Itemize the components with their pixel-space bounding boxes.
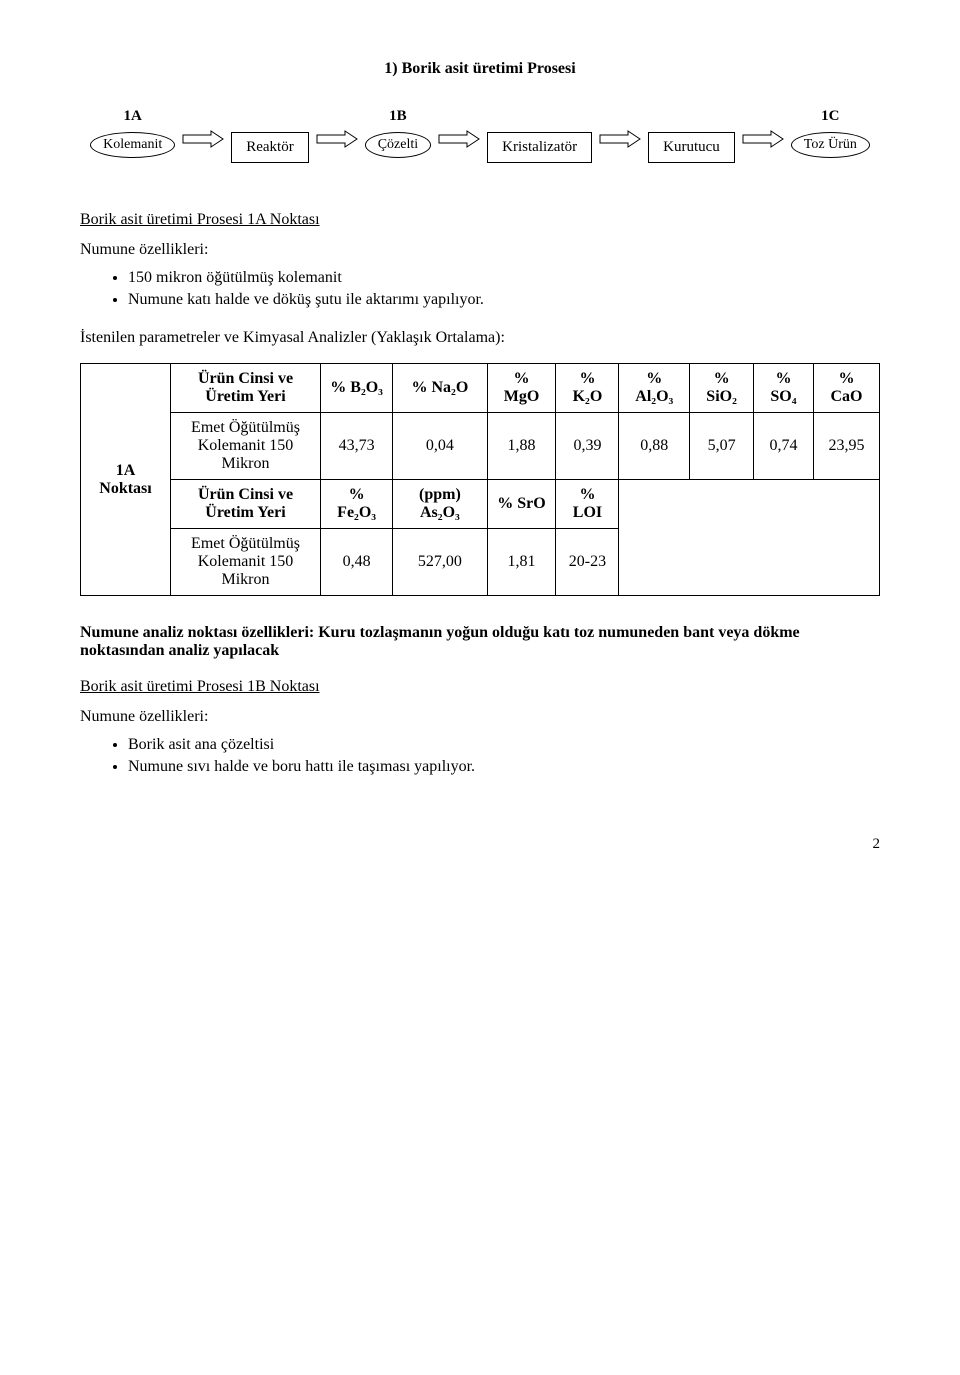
col-header-product: Ürün Cinsi ve Üretim Yeri <box>171 364 321 413</box>
arrow-icon <box>181 130 225 148</box>
col-header: % SiO₂ <box>690 364 754 413</box>
cell: 527,00 <box>393 529 487 596</box>
cell: 5,07 <box>690 413 754 480</box>
table-row: 1A Noktası Ürün Cinsi ve Üretim Yeri % B… <box>81 364 880 413</box>
col-header: % SO₄ <box>754 364 814 413</box>
arrow-icon <box>437 130 481 148</box>
cell: 0,88 <box>619 413 690 480</box>
col-header: % MgO <box>487 364 556 413</box>
bullets-1a: 150 mikron öğütülmüş kolemanit Numune ka… <box>80 269 880 309</box>
col-header: % LOI <box>556 480 619 529</box>
cell: 0,74 <box>754 413 814 480</box>
analysis-bold: Numune analiz noktası özellikleri: Kuru … <box>80 624 800 659</box>
cell: 0,04 <box>393 413 487 480</box>
col-header: (ppm) As₂O₃ <box>393 480 487 529</box>
node-box: Kolemanit <box>90 132 175 158</box>
list-item: Numune katı halde ve döküş şutu ile akta… <box>128 291 880 309</box>
cell: 1,81 <box>487 529 556 596</box>
diagram-node: 1A Kolemanit <box>90 108 175 158</box>
list-item: Borik asit ana çözeltisi <box>128 736 880 754</box>
cell: Emet Öğütülmüş Kolemanit 150 Mikron <box>171 413 321 480</box>
empty-cell <box>619 480 880 596</box>
col-header: % Na₂O <box>393 364 487 413</box>
numune-label: Numune özellikleri: <box>80 241 880 259</box>
node-label: 1C <box>821 108 839 128</box>
arrow-icon <box>598 130 642 148</box>
cell: Emet Öğütülmüş Kolemanit 150 Mikron <box>171 529 321 596</box>
arrow-icon <box>741 130 785 148</box>
arrow-icon <box>315 130 359 148</box>
col-header: % CaO <box>813 364 879 413</box>
col-header: % Fe₂O₃ <box>321 480 393 529</box>
page-title: 1) Borik asit üretimi Prosesi <box>80 60 880 78</box>
node-box: Kristalizatör <box>487 132 592 163</box>
section-1a-heading: Borik asit üretimi Prosesi 1A Noktası <box>80 211 880 229</box>
diagram-node: Kurutucu <box>648 108 735 163</box>
node-label: 1B <box>389 108 407 128</box>
table-row: Emet Öğütülmüş Kolemanit 150 Mikron 43,7… <box>81 413 880 480</box>
node-label: 1A <box>124 108 142 128</box>
list-item: Numune sıvı halde ve boru hattı ile taşı… <box>128 758 880 776</box>
node-box: Toz Ürün <box>791 132 870 158</box>
list-item: 150 mikron öğütülmüş kolemanit <box>128 269 880 287</box>
diagram-node: 1C Toz Ürün <box>791 108 870 158</box>
diagram-node: 1B Çözelti <box>365 108 431 158</box>
row-label: 1A Noktası <box>81 364 171 596</box>
diagram-node: Reaktör <box>231 108 308 163</box>
cell: 0,39 <box>556 413 619 480</box>
section-1b-heading: Borik asit üretimi Prosesi 1B Noktası <box>80 678 880 696</box>
col-header-product: Ürün Cinsi ve Üretim Yeri <box>171 480 321 529</box>
process-diagram: 1A Kolemanit Reaktör 1B Çözelti Kristali… <box>80 108 880 163</box>
col-header: % SrO <box>487 480 556 529</box>
cell: 1,88 <box>487 413 556 480</box>
node-box: Reaktör <box>231 132 308 163</box>
numune-label: Numune özellikleri: <box>80 708 880 726</box>
analysis-table: 1A Noktası Ürün Cinsi ve Üretim Yeri % B… <box>80 363 880 596</box>
diagram-node: Kristalizatör <box>487 108 592 163</box>
analysis-paragraph: Numune analiz noktası özellikleri: Kuru … <box>80 624 880 660</box>
cell: 23,95 <box>813 413 879 480</box>
istenilen-heading: İstenilen parametreler ve Kimyasal Anali… <box>80 329 880 347</box>
bullets-1b: Borik asit ana çözeltisi Numune sıvı hal… <box>80 736 880 776</box>
cell: 20-23 <box>556 529 619 596</box>
col-header: % B₂O₃ <box>321 364 393 413</box>
col-header: % K₂O <box>556 364 619 413</box>
node-box: Kurutucu <box>648 132 735 163</box>
page-number: 2 <box>80 836 880 853</box>
node-box: Çözelti <box>365 132 431 158</box>
table-row: Ürün Cinsi ve Üretim Yeri % Fe₂O₃ (ppm) … <box>81 480 880 529</box>
cell: 43,73 <box>321 413 393 480</box>
cell: 0,48 <box>321 529 393 596</box>
col-header: % Al₂O₃ <box>619 364 690 413</box>
